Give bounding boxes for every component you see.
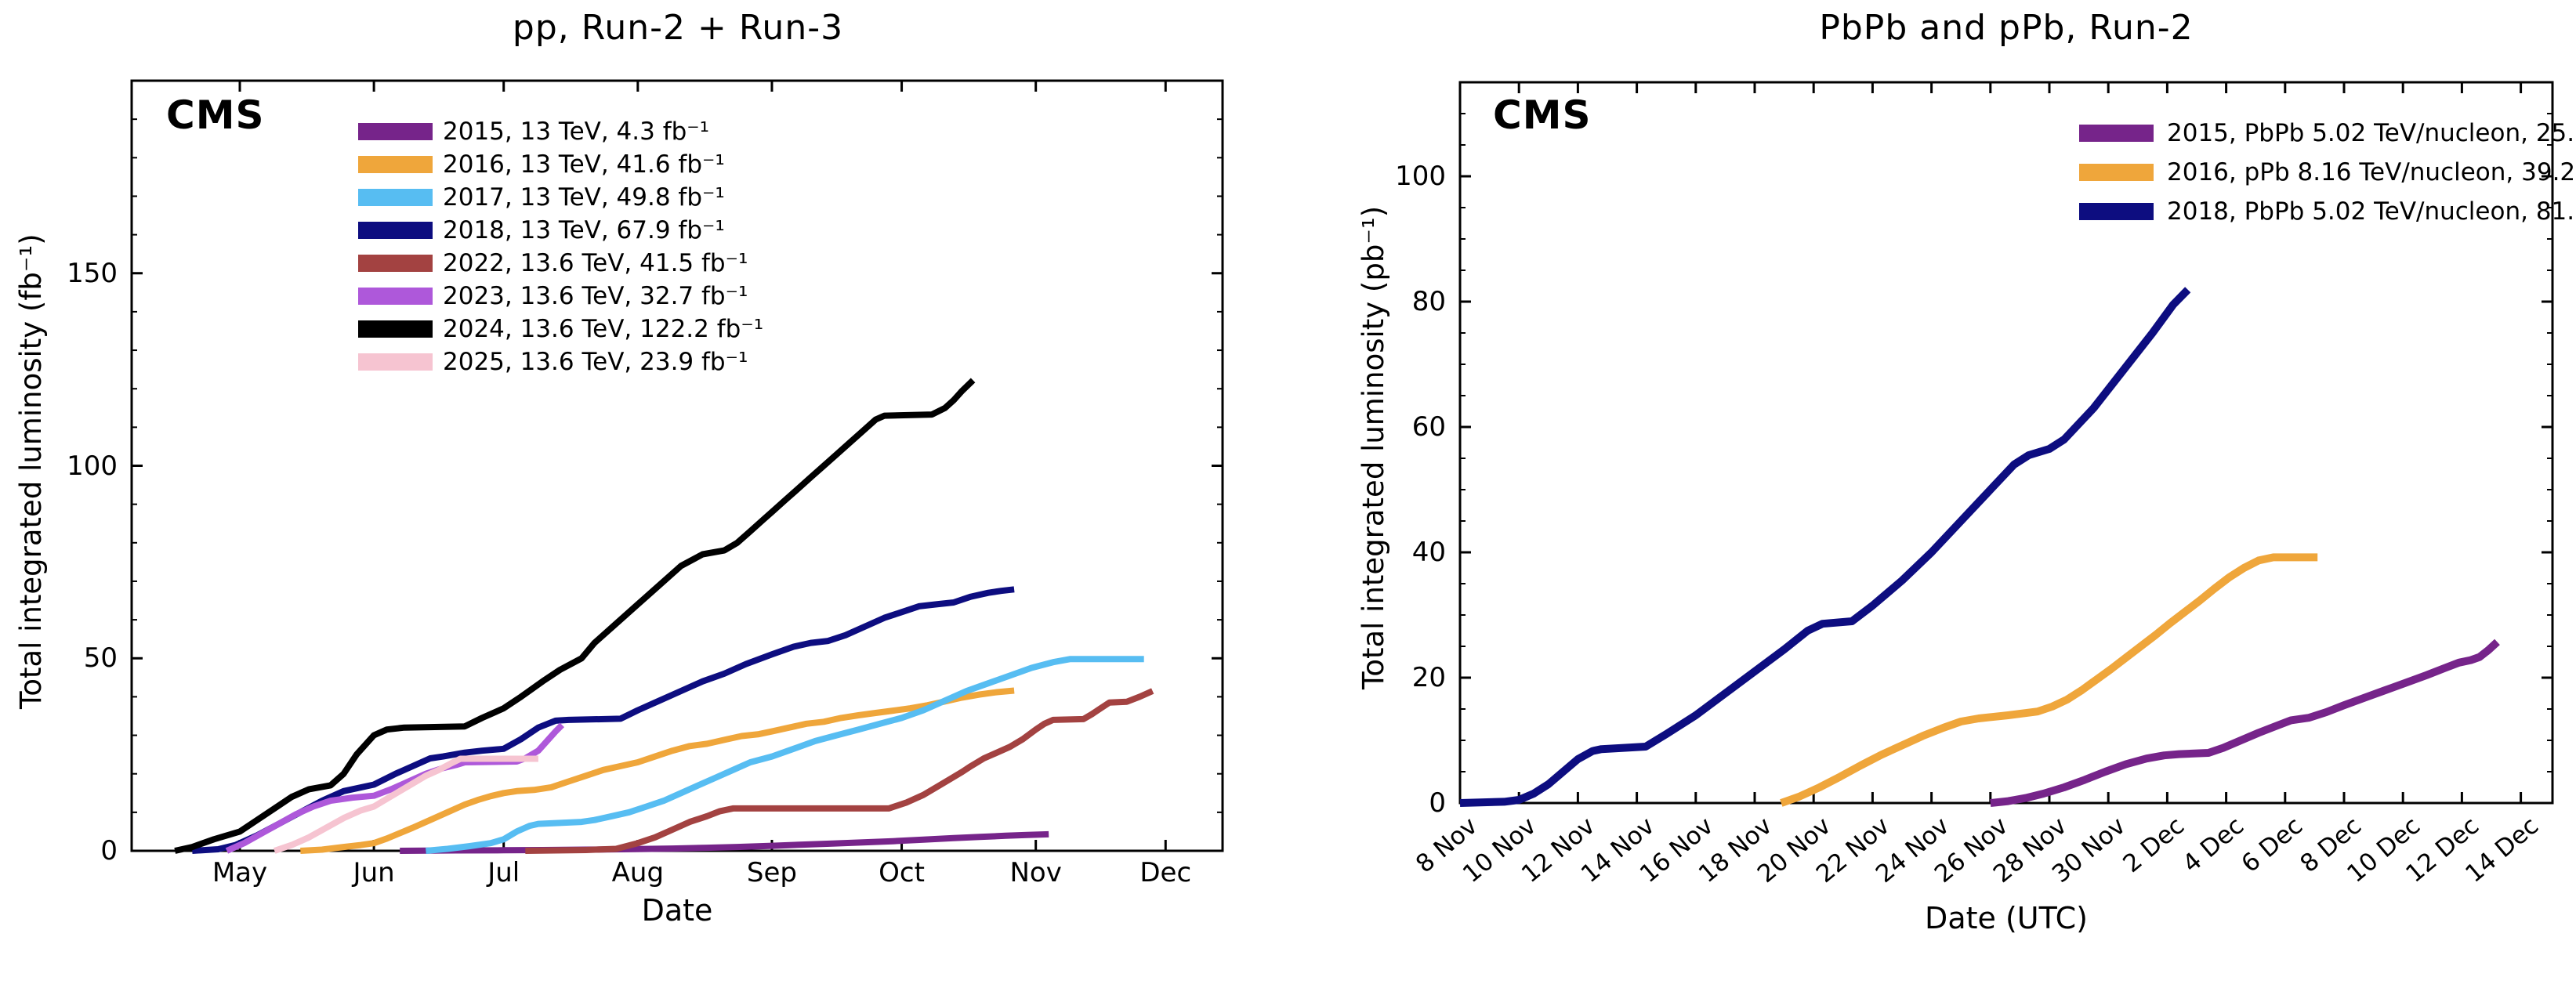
legend-label-2023: 2023, 13.6 TeV, 32.7 fb⁻¹ — [443, 282, 748, 310]
legend-swatch-2022 — [358, 255, 433, 272]
series-line-2016 — [300, 687, 1015, 854]
series-line-2015 — [1990, 639, 2500, 807]
x-tick-label-aug: Aug — [611, 857, 665, 888]
y-tick-label-50: 50 — [83, 642, 118, 675]
pp-cms-label: CMS — [166, 92, 265, 138]
axis-ticks — [132, 81, 1223, 852]
legend-label-2016: 2016, 13 TeV, 41.6 fb⁻¹ — [443, 150, 725, 179]
legend-label-2018: 2018, 13 TeV, 67.9 fb⁻¹ — [443, 216, 725, 244]
series-line-2025 — [273, 755, 538, 854]
series-line-2022 — [525, 688, 1154, 854]
legend-label-2016: 2016, pPb 8.16 TeV/nucleon, 39.2 pb⁻¹ — [2167, 158, 2576, 186]
series-line-2016 — [1780, 553, 2318, 807]
y-tick-label-0: 0 — [100, 835, 118, 866]
legend-swatch-2015 — [358, 123, 433, 140]
chart-pbpb-ppb-run2: PbPb and pPb, Run-2 CMS Total integrated… — [1288, 0, 2576, 947]
x-tick-label-nov: Nov — [1009, 857, 1062, 888]
y-tick-label-20: 20 — [1411, 662, 1446, 693]
legend-label-2017: 2017, 13 TeV, 49.8 fb⁻¹ — [443, 183, 725, 212]
legend-label-2015: 2015, 13 TeV, 4.3 fb⁻¹ — [443, 118, 710, 146]
legend-swatch-2018 — [2079, 203, 2154, 220]
pbpb-ticks-and-legend: 0 20 40 60 80 100 8 Nov 10 Nov 12 Nov 14 Nov 16 No… — [1288, 0, 2576, 947]
x-tick-label-may: May — [212, 857, 268, 888]
legend-swatch-2018 — [358, 222, 433, 239]
legend-swatch-2025 — [358, 353, 433, 371]
x-tick-label-jul: Jul — [487, 857, 520, 888]
legend-label-2018: 2018, PbPb 5.02 TeV/nucleon, 81.9 pb⁻¹ — [2167, 197, 2576, 226]
pp-plot-svg — [130, 79, 1224, 854]
y-tick-label-40: 40 — [1411, 537, 1446, 568]
legend-swatch-2016 — [358, 156, 433, 173]
legend-swatch-2016 — [2079, 164, 2154, 181]
x-tick-label-jun: Jun — [353, 857, 395, 888]
y-tick-label-100: 100 — [67, 450, 118, 482]
series-line-2018 — [1459, 287, 2191, 807]
series-line-2018 — [192, 586, 1015, 854]
legend-label-2015: 2015, PbPb 5.02 TeV/nucleon, 25.7 pb⁻¹ — [2167, 119, 2576, 147]
pp-ticks-and-legend: 0 50 100 150 May Jun Jul Aug Sep Oct Nov Dec 2015, 1… — [0, 0, 1288, 947]
series-line-2017 — [426, 656, 1144, 854]
legend-label-2022: 2022, 13.6 TeV, 41.5 fb⁻¹ — [443, 249, 748, 277]
x-tick-label-dec: Dec — [1139, 857, 1192, 888]
series-line-2024 — [174, 378, 976, 854]
x-tick-label-sep: Sep — [746, 857, 797, 888]
series-line-2023 — [225, 722, 565, 854]
legend-swatch-2017 — [358, 189, 433, 206]
y-tick-label-100: 100 — [1395, 161, 1446, 192]
legend-swatch-2015 — [2079, 125, 2154, 142]
y-tick-label-80: 80 — [1411, 286, 1446, 317]
pbpb-chart-title: PbPb and pPb, Run-2 — [1819, 8, 2194, 48]
pbpb-x-axis-label: Date (UTC) — [1925, 901, 2088, 935]
pbpb-cms-label: CMS — [1493, 92, 1592, 138]
legend-label-2024: 2024, 13.6 TeV, 122.2 fb⁻¹ — [443, 315, 764, 343]
y-tick-label-60: 60 — [1411, 411, 1446, 443]
pp-x-axis-label: Date — [641, 893, 713, 928]
axis-ticks — [1458, 82, 2552, 805]
pp-chart-title: pp, Run-2 + Run-3 — [512, 8, 844, 48]
legend-swatch-2024 — [358, 320, 433, 338]
x-tick-label-oct: Oct — [879, 857, 925, 888]
y-tick-label-150: 150 — [67, 257, 118, 289]
y-tick-label-0: 0 — [1429, 787, 1446, 819]
pbpb-plot-svg — [1458, 81, 2554, 807]
chart-pp-run2-run3: pp, Run-2 + Run-3 CMS Total integrated l… — [0, 0, 1288, 947]
page: { "page": {"background": "#ffffff", "axi… — [0, 0, 2576, 947]
legend-swatch-2023 — [358, 288, 433, 305]
legend-label-2025: 2025, 13.6 TeV, 23.9 fb⁻¹ — [443, 348, 748, 376]
